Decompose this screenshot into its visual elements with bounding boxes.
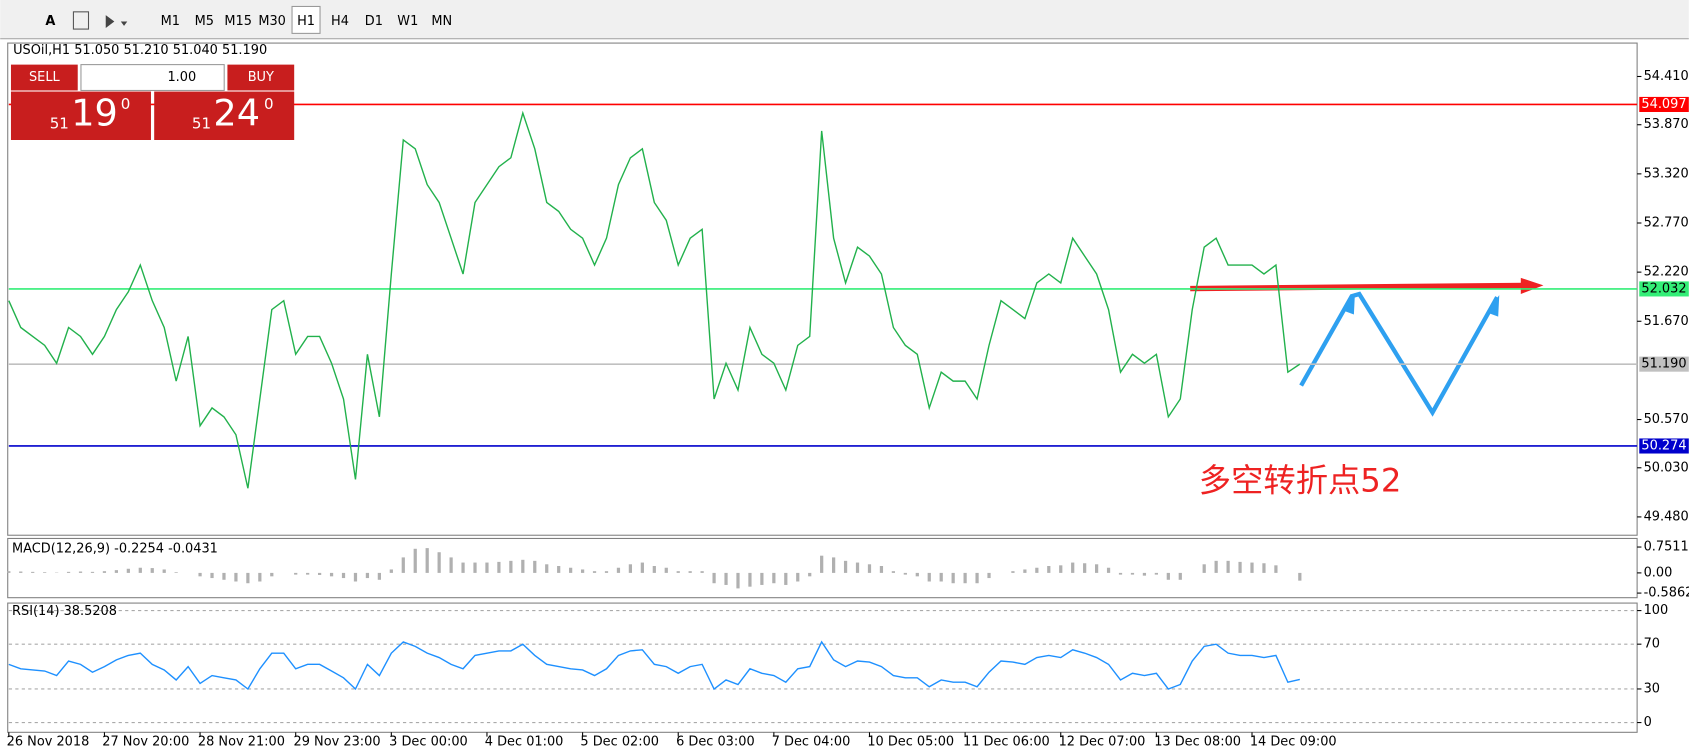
x-tick-label: 7 Dec 04:00 xyxy=(772,735,851,750)
x-tick-label: 5 Dec 02:00 xyxy=(580,735,659,750)
price-label-bg xyxy=(1639,96,1689,112)
timeframe-button[interactable]: H4 xyxy=(331,14,349,29)
sell-label[interactable]: SELL xyxy=(29,70,61,85)
x-tick-label: 12 Dec 07:00 xyxy=(1059,735,1146,750)
buy-price-box[interactable] xyxy=(154,91,295,140)
price-label: 51.190 xyxy=(1641,357,1686,372)
x-tick-label: 11 Dec 06:00 xyxy=(963,735,1050,750)
x-tick-label: 28 Nov 21:00 xyxy=(198,735,285,750)
label-tool-icon[interactable] xyxy=(72,11,90,30)
y-tick-label: 51.670 xyxy=(1644,314,1689,329)
rsi-panel xyxy=(7,602,1638,733)
price-label: 50.274 xyxy=(1641,438,1686,453)
sell-price-main: 19 xyxy=(71,92,118,135)
y-tick-label: 0 xyxy=(1644,715,1652,730)
lot-input[interactable] xyxy=(80,64,225,91)
y-tick-label: 52.770 xyxy=(1644,216,1689,231)
buy-label[interactable]: BUY xyxy=(248,70,274,85)
y-tick-label: 49.480 xyxy=(1644,509,1689,524)
y-tick-label: 0.7511 xyxy=(1644,540,1689,555)
buy-button[interactable] xyxy=(227,64,295,91)
lot-value[interactable]: 1.00 xyxy=(167,70,196,85)
indicator-line xyxy=(8,640,1300,691)
pivot-arrow-head xyxy=(1520,277,1544,294)
text-tool-icon[interactable]: A xyxy=(45,14,55,29)
timeframe-button[interactable]: M30 xyxy=(258,14,286,29)
trade-panel: SELL 1.00 BUY 51 19 0 51 24 0 xyxy=(10,64,295,140)
sell-price-big: 51 xyxy=(50,114,69,132)
y-tick-label: -0.5862 xyxy=(1644,586,1689,601)
x-tick-label: 13 Dec 08:00 xyxy=(1154,735,1241,750)
price-label-bg xyxy=(1639,356,1689,372)
timeframe-button[interactable]: MN xyxy=(431,14,452,29)
x-tick-label: 27 Nov 20:00 xyxy=(102,735,189,750)
chart-title: USOil,H1 51.050 51.210 51.040 51.190 xyxy=(13,43,267,58)
toolbar xyxy=(0,0,1689,39)
y-tick-label: 53.320 xyxy=(1644,166,1689,181)
y-tick-label: 50.570 xyxy=(1644,412,1689,427)
annotation: 多空转折点52 xyxy=(1199,461,1402,499)
y-tick-label: 54.410 xyxy=(1644,69,1689,84)
y-tick-label: 0.00 xyxy=(1644,565,1673,580)
timeframe-button[interactable]: W1 xyxy=(397,14,418,29)
timeframe-button[interactable]: H1 xyxy=(297,14,315,29)
price-line-series xyxy=(8,110,1301,489)
y-tick-label: 52.220 xyxy=(1644,265,1689,280)
macd-title: MACD(12,26,9) -0.2254 -0.0431 xyxy=(12,542,218,557)
buy-price-big: 51 xyxy=(192,114,211,132)
active-timeframe xyxy=(291,5,321,34)
price-label: 52.032 xyxy=(1641,281,1686,296)
y-tick-label: 70 xyxy=(1644,637,1660,652)
timeframe-button[interactable]: M15 xyxy=(224,14,252,29)
x-tick-label: 10 Dec 05:00 xyxy=(867,735,954,750)
y-tick-label: 50.030 xyxy=(1644,460,1689,475)
x-tick-label: 26 Nov 2018 xyxy=(7,735,90,750)
price-label-bg xyxy=(1639,438,1689,454)
y-tick-label: 100 xyxy=(1644,603,1669,618)
x-tick-label: 29 Nov 23:00 xyxy=(294,735,381,750)
buy-price-sup: 0 xyxy=(264,95,274,113)
timeframe-button[interactable]: D1 xyxy=(365,14,383,29)
timeframe-button[interactable]: M1 xyxy=(161,14,180,29)
timeframe-button[interactable]: M5 xyxy=(195,14,214,29)
x-tick-label: 14 Dec 09:00 xyxy=(1250,735,1337,750)
shapes-tool-icon[interactable] xyxy=(105,15,128,28)
rsi-title: RSI(14) 38.5208 xyxy=(12,604,117,619)
y-tick-label: 30 xyxy=(1644,681,1660,696)
pivot-arrow xyxy=(1190,282,1525,292)
forecast-arrow xyxy=(1299,291,1499,417)
buy-price-main: 24 xyxy=(213,92,260,135)
sell-price-sup: 0 xyxy=(121,95,131,113)
sell-button[interactable] xyxy=(10,64,78,91)
x-tick-label: 6 Dec 03:00 xyxy=(676,735,755,750)
y-tick-label: 53.870 xyxy=(1644,117,1689,132)
x-tick-label: 3 Dec 00:00 xyxy=(389,735,468,750)
x-tick-label: 4 Dec 01:00 xyxy=(485,735,564,750)
price-label: 54.097 xyxy=(1641,97,1686,112)
sell-price-box[interactable] xyxy=(10,91,151,140)
price-label-bg xyxy=(1639,281,1689,297)
macd-panel xyxy=(7,537,1638,599)
